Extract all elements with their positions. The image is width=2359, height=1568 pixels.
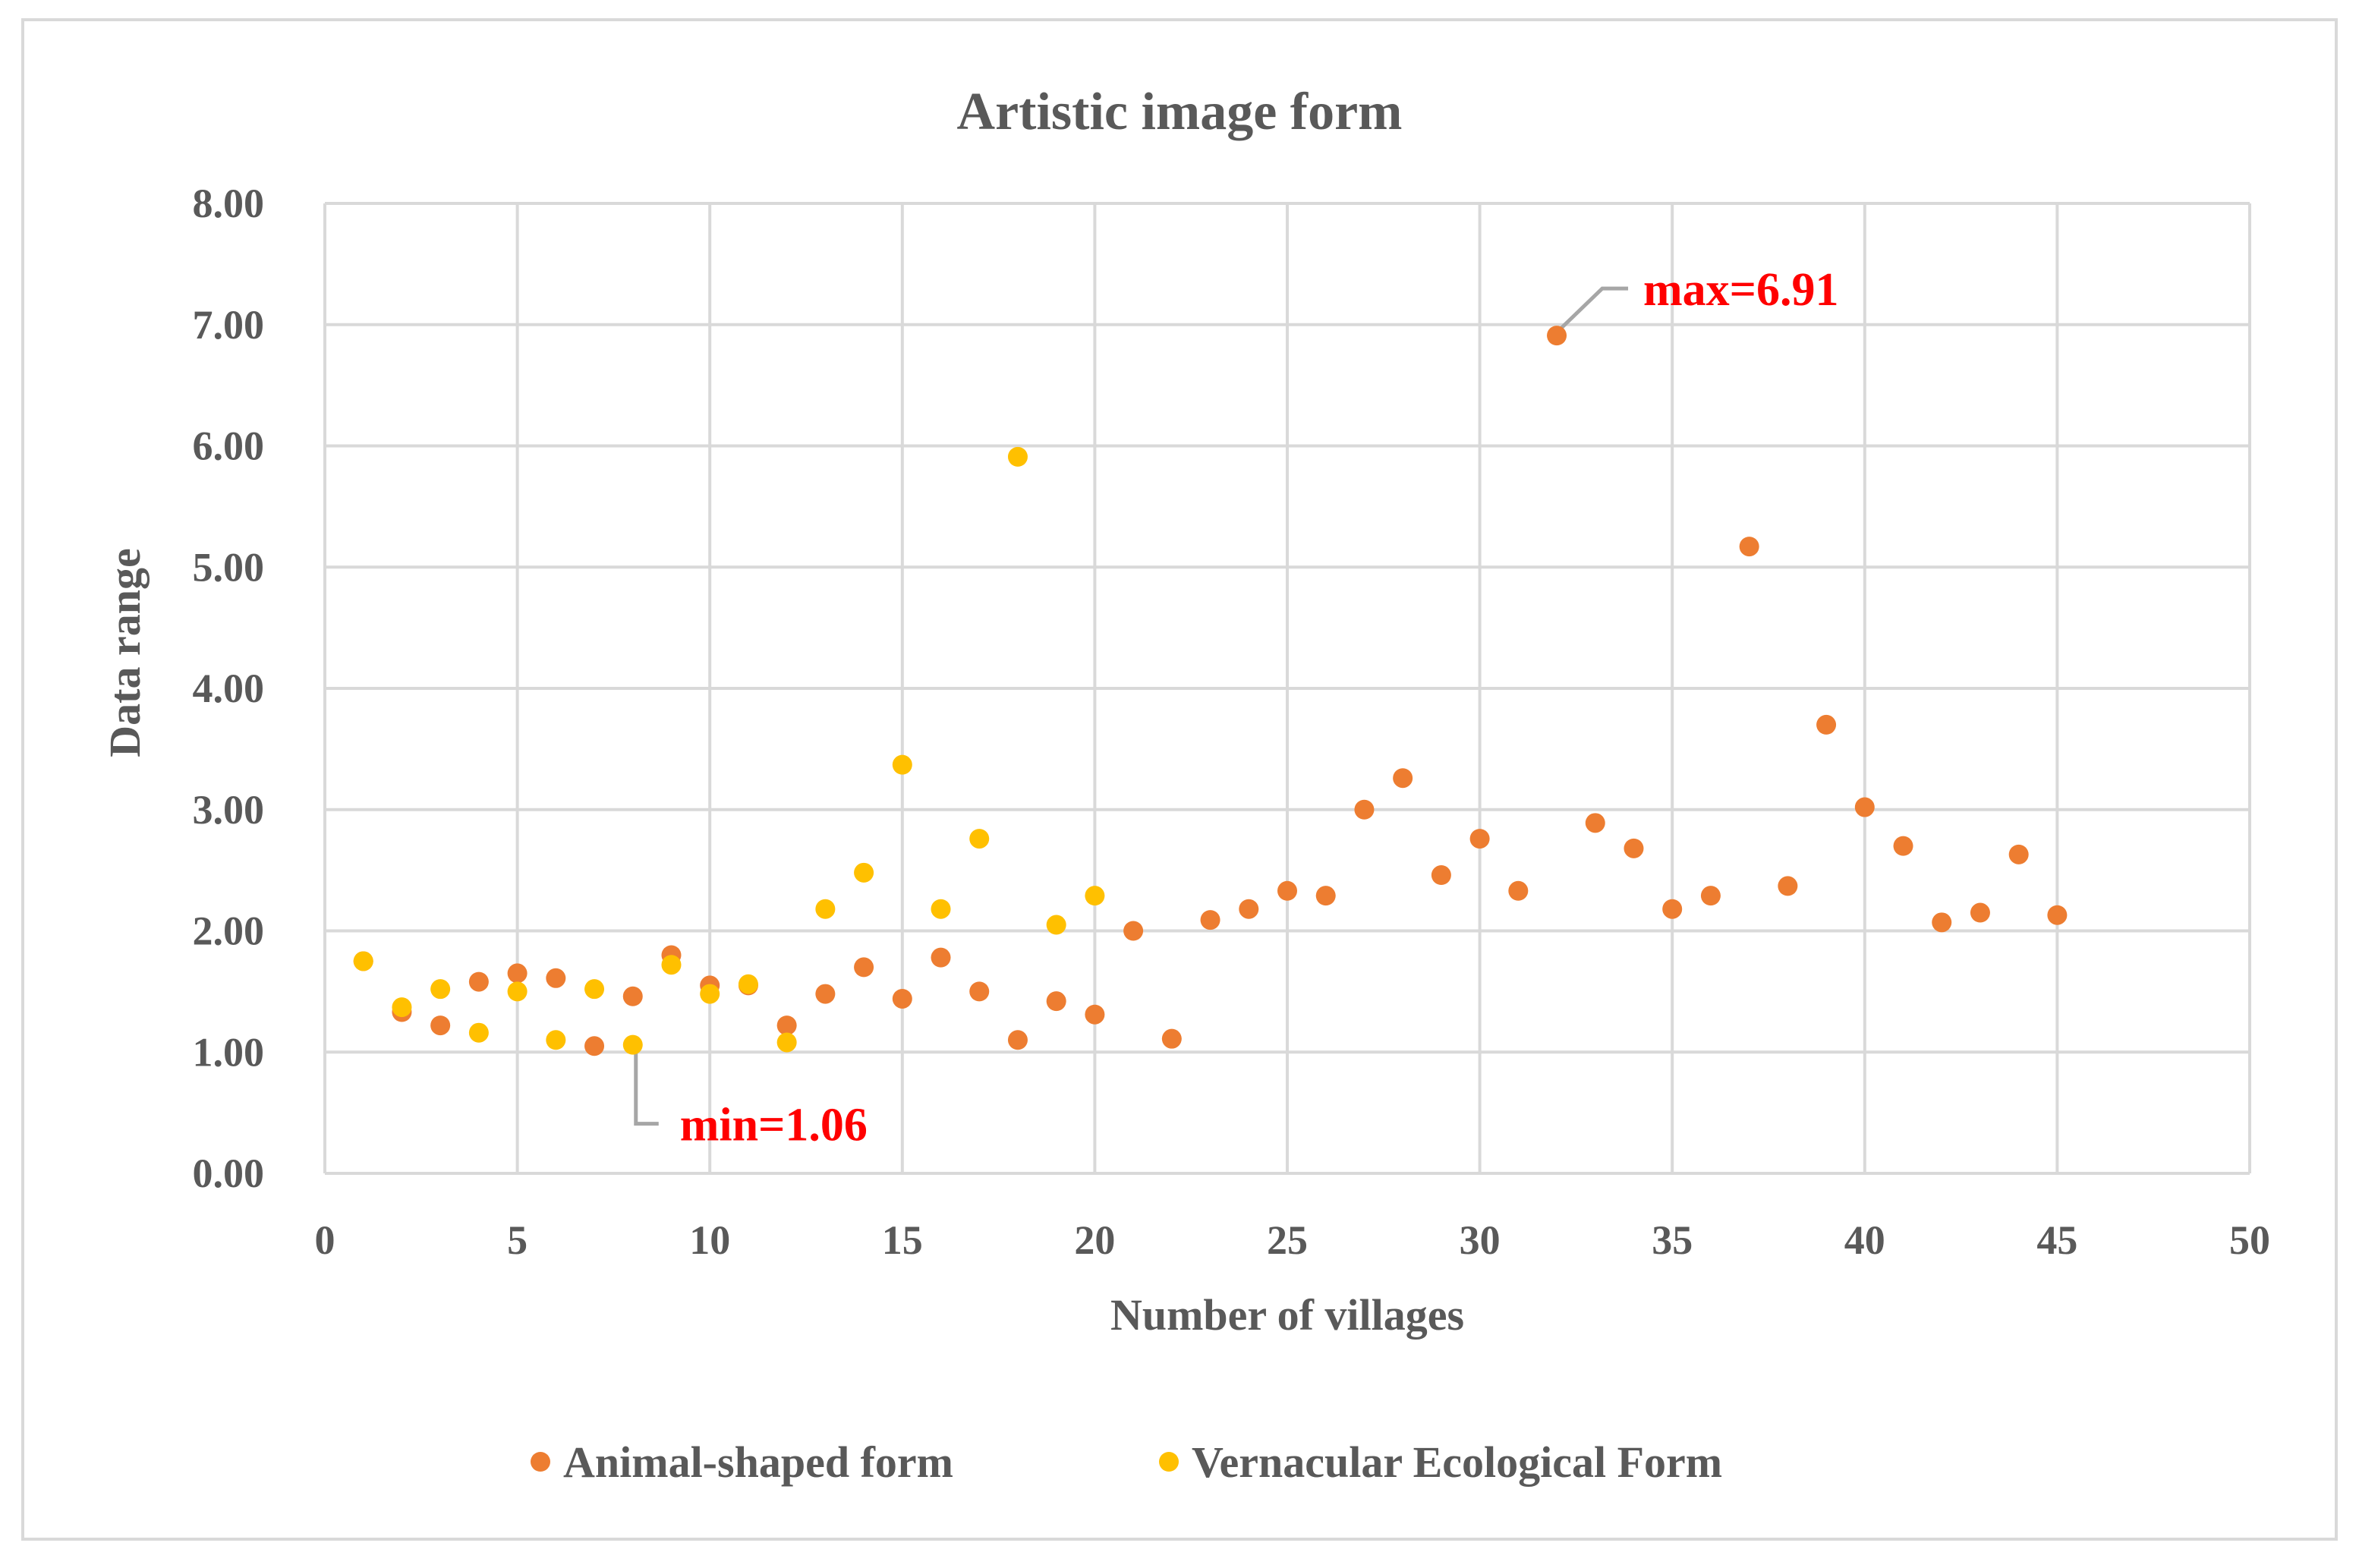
legend: Animal-shaped form Vernacular Ecological … <box>531 1437 1722 1487</box>
point-series-0 <box>1662 899 1683 919</box>
annotation-leader-line <box>634 1050 659 1126</box>
point-series-1 <box>430 979 451 1000</box>
point-series-0 <box>2047 905 2068 925</box>
point-series-0 <box>1700 886 1721 906</box>
x-tick-label: 15 <box>882 1217 923 1263</box>
legend-label: Vernacular Ecological Form <box>1192 1437 1722 1487</box>
point-series-0 <box>1046 991 1066 1012</box>
point-series-1 <box>584 979 605 1000</box>
point-series-0 <box>1085 1004 1105 1025</box>
point-series-0 <box>1123 921 1144 941</box>
point-series-0 <box>622 986 643 1006</box>
point-series-1 <box>392 997 412 1018</box>
annotation-label: min=1.06 <box>680 1100 868 1151</box>
point-series-0 <box>1893 836 1913 856</box>
point-series-1 <box>776 1032 797 1053</box>
legend-label: Animal-shaped form <box>563 1437 953 1487</box>
y-tick-label: 5.00 <box>193 544 265 590</box>
point-series-1 <box>931 899 951 919</box>
point-series-0 <box>1624 838 1644 858</box>
point-series-1 <box>507 981 528 1002</box>
point-series-1 <box>700 984 720 1004</box>
legend-marker <box>1159 1452 1179 1472</box>
point-series-0 <box>1739 537 1759 557</box>
point-series-0 <box>546 968 566 988</box>
x-tick-label: 20 <box>1074 1217 1115 1263</box>
grid-lines <box>323 202 2251 1175</box>
point-series-0 <box>1393 768 1413 789</box>
point-series-0 <box>1547 326 1567 346</box>
y-tick-label: 8.00 <box>193 181 265 226</box>
data-points <box>353 326 2068 1056</box>
point-series-1 <box>738 974 758 994</box>
point-series-0 <box>1431 865 1451 886</box>
point-series-0 <box>1007 1030 1028 1050</box>
x-tick-label: 0 <box>315 1217 335 1263</box>
point-series-0 <box>1778 876 1798 896</box>
y-tick-label: 7.00 <box>193 302 265 348</box>
x-tick-label: 30 <box>1460 1217 1501 1263</box>
point-series-1 <box>1085 886 1105 906</box>
x-tick-label: 35 <box>1652 1217 1693 1263</box>
point-series-0 <box>507 963 528 984</box>
point-series-0 <box>776 1015 797 1036</box>
point-series-0 <box>1585 813 1605 833</box>
point-series-0 <box>854 957 874 978</box>
legend-marker <box>531 1452 550 1472</box>
point-series-1 <box>468 1022 489 1043</box>
x-tick-label: 5 <box>507 1217 528 1263</box>
point-series-0 <box>1315 886 1336 906</box>
y-axis-ticks: 0.00 1.00 2.00 3.00 4.00 5.00 6.00 7.00 8.00 <box>193 181 265 1196</box>
chart-title: Artistic image form <box>957 83 1403 141</box>
annotation-label: max=6.91 <box>1643 264 1838 316</box>
point-series-0 <box>1854 797 1875 817</box>
point-series-1 <box>854 862 874 883</box>
point-series-0 <box>468 971 489 992</box>
x-tick-label: 50 <box>2229 1217 2270 1263</box>
y-tick-label: 4.00 <box>193 666 265 711</box>
y-tick-label: 1.00 <box>193 1029 265 1075</box>
point-series-1 <box>661 955 682 975</box>
point-series-0 <box>1932 912 1952 933</box>
point-series-0 <box>815 984 836 1004</box>
x-tick-label: 10 <box>689 1217 730 1263</box>
point-series-1 <box>892 754 912 775</box>
point-series-1 <box>353 951 373 971</box>
point-series-0 <box>1970 902 1990 923</box>
y-tick-label: 6.00 <box>193 423 265 469</box>
point-series-1 <box>815 899 836 919</box>
point-series-1 <box>1046 915 1066 935</box>
point-series-0 <box>892 988 912 1009</box>
x-tick-label: 25 <box>1267 1217 1308 1263</box>
point-series-0 <box>1200 910 1220 930</box>
point-series-0 <box>1354 799 1375 820</box>
chart-frame <box>21 18 2338 1541</box>
y-tick-label: 2.00 <box>193 908 265 954</box>
point-series-0 <box>430 1015 451 1036</box>
point-series-0 <box>1239 899 1259 919</box>
point-series-0 <box>931 947 951 968</box>
point-series-0 <box>1816 714 1837 735</box>
annotation-leader-line <box>1558 286 1629 331</box>
point-series-1 <box>622 1034 643 1055</box>
y-tick-label: 3.00 <box>193 787 265 833</box>
y-axis-title: Data range <box>100 548 150 757</box>
point-series-0 <box>969 981 990 1002</box>
point-series-1 <box>546 1030 566 1050</box>
point-series-0 <box>1161 1028 1182 1049</box>
point-series-0 <box>584 1036 605 1056</box>
point-series-0 <box>1508 880 1529 901</box>
x-axis-title: Number of villages <box>1110 1290 1464 1340</box>
x-tick-label: 40 <box>1844 1217 1885 1263</box>
x-axis-ticks: 0 5 10 15 20 25 30 35 40 45 50 <box>315 1217 2271 1263</box>
point-series-0 <box>2008 844 2029 864</box>
point-series-1 <box>969 829 990 849</box>
x-tick-label: 45 <box>2036 1217 2077 1263</box>
annotations: max=6.91 min=1.06 <box>634 264 1839 1151</box>
point-series-0 <box>1469 829 1490 849</box>
y-tick-label: 0.00 <box>193 1151 265 1196</box>
point-series-0 <box>1277 880 1297 901</box>
point-series-1 <box>1007 446 1028 467</box>
